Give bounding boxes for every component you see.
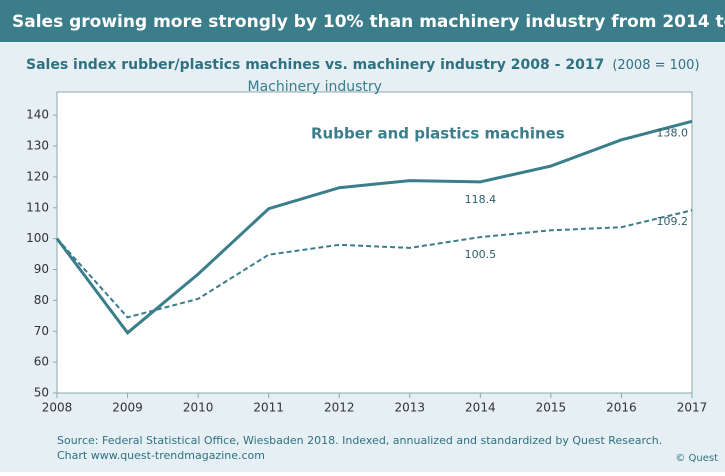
y-tick-label: 130: [26, 139, 49, 153]
series-name: Rubber and plastics machines: [311, 125, 565, 143]
y-tick-label: 110: [26, 200, 49, 214]
x-tick-label: 2017: [677, 401, 708, 415]
series-line: [55, 119, 693, 335]
value-label: 118.4: [465, 193, 497, 206]
x-tick-label: 2012: [324, 401, 355, 415]
x-tick-label: 2015: [536, 401, 567, 415]
x-tick-label: 2008: [42, 401, 73, 415]
source: Source: Federal Statistical Office, Wies…: [57, 434, 662, 447]
y-tick-label: 80: [34, 293, 49, 307]
chart-subtitle: Sales index rubber/plastics machines vs.…: [26, 57, 700, 73]
x-tick-label: 2011: [253, 401, 284, 415]
y-tick-label: 120: [26, 169, 49, 183]
series-line: [56, 209, 693, 319]
value-label: 138.0: [657, 126, 689, 139]
x-tick-label: 2010: [183, 401, 214, 415]
y-tick-label: 60: [34, 355, 49, 369]
y-tick-label: 50: [34, 386, 49, 400]
subtitle-note: (2008 = 100): [612, 58, 699, 73]
x-tick-label: 2009: [112, 401, 143, 415]
header-bar: [0, 0, 725, 42]
value-label: 100.5: [465, 248, 497, 261]
y-tick-label: 90: [34, 262, 49, 276]
series-name: Machinery industry: [248, 79, 382, 95]
value-label: 109.2: [657, 215, 689, 228]
copyright: © Quest: [675, 453, 718, 464]
credit: Chart www.quest-trendmagazine.com: [57, 449, 265, 462]
y-tick-label: 70: [34, 324, 49, 338]
x-tick-label: 2014: [465, 401, 496, 415]
x-tick-label: 2013: [395, 401, 426, 415]
x-tick-label: 2016: [606, 401, 637, 415]
chart-title: Sales growing more strongly by 10% than …: [12, 12, 725, 32]
y-tick-label: 140: [26, 108, 49, 122]
plot-area: [56, 91, 693, 394]
y-tick-label: 100: [26, 231, 49, 245]
subtitle-main: Sales index rubber/plastics machines vs.…: [26, 57, 604, 73]
